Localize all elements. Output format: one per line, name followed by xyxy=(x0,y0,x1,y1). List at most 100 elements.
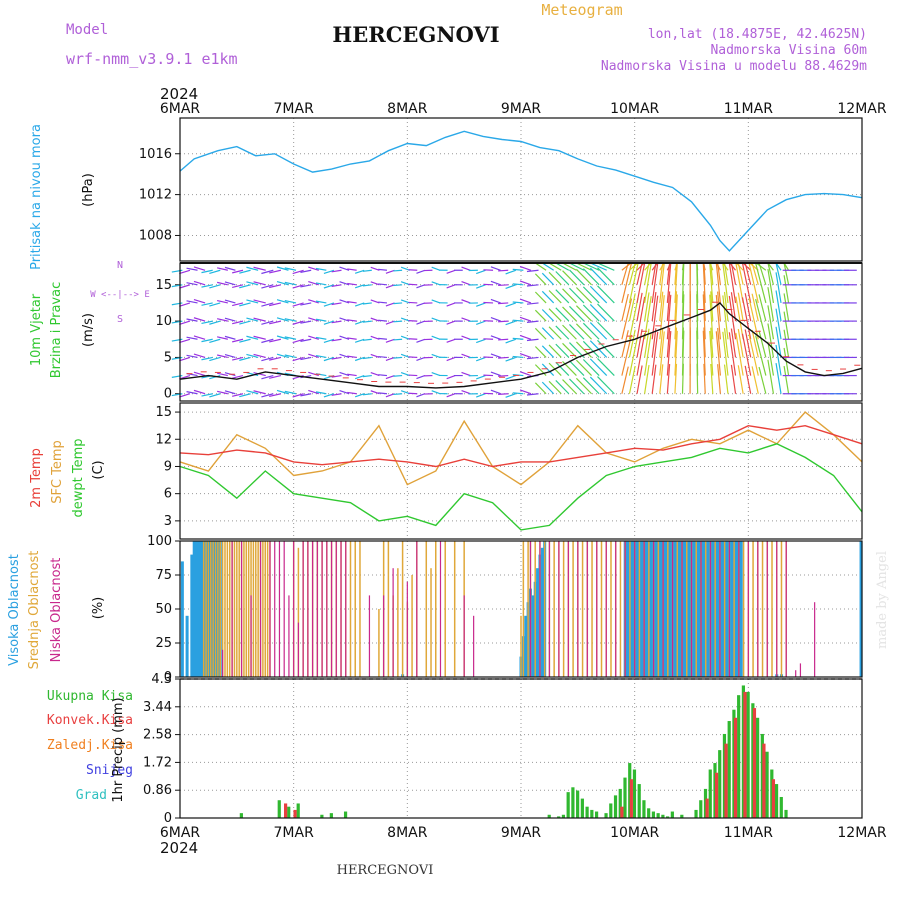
precip-total-bar xyxy=(647,808,650,818)
cloud-bar-mid xyxy=(248,541,250,677)
cloud-bar-mid xyxy=(238,541,240,677)
y-tick-label: 15 xyxy=(155,405,172,420)
cloud-bar-mid xyxy=(257,541,259,677)
cloud-bar-low xyxy=(577,541,578,677)
cloud-bar-low xyxy=(464,595,465,677)
cloud-bar-mid xyxy=(246,541,248,677)
year-bottom: 2024 xyxy=(160,839,198,857)
precip-total-bar xyxy=(765,752,768,818)
y-tick-label: 0.86 xyxy=(143,783,172,798)
cloud-bar-low xyxy=(587,541,588,677)
cloud-bar-mid xyxy=(243,541,245,677)
cloud-bar-low xyxy=(331,541,332,677)
cloud-bar-low xyxy=(336,541,337,677)
cloud-bar-mid xyxy=(620,541,622,677)
wind-barb xyxy=(498,339,508,340)
cloud-bar-mid xyxy=(752,541,754,677)
cloud-bar-mid xyxy=(402,541,404,677)
precip-total-bar xyxy=(240,813,243,818)
cloud-bar-low xyxy=(795,670,796,677)
cloud-bar-high xyxy=(740,541,743,677)
cloud-bar-low xyxy=(260,541,261,677)
model-name: wrf-nmm_v3.9.1 e1km xyxy=(66,50,238,68)
cloud-bar-low xyxy=(274,541,275,677)
precip-conv-bar xyxy=(753,708,756,818)
wind-barb xyxy=(393,357,402,358)
cloud-bar-mid xyxy=(743,541,745,677)
cloud-bar-mid xyxy=(354,541,356,677)
cloud-bar-low xyxy=(383,595,384,677)
y-tick-label: 3 xyxy=(164,514,172,529)
low-cloud-label: Niska Oblacnost xyxy=(49,558,64,663)
compass-south: S xyxy=(117,314,123,325)
cloud-bar-low xyxy=(625,541,626,677)
meteogram-label: Meteogram xyxy=(541,1,622,19)
precip-total-bar xyxy=(581,799,584,818)
wind-barb xyxy=(393,321,402,322)
cloud-bar-mid xyxy=(215,541,217,677)
cloud-bar-low xyxy=(288,595,289,677)
precip-conv-bar xyxy=(706,799,709,818)
cloud-bar-low xyxy=(691,541,692,677)
cloud-bar-low xyxy=(729,541,730,677)
wind-barb xyxy=(393,285,402,286)
cloud-bar-mid xyxy=(388,541,390,677)
cloud-bar-low xyxy=(700,541,701,677)
wind-barb xyxy=(409,321,418,322)
precip-total-bar xyxy=(330,813,333,818)
cloud-bar-mid xyxy=(454,541,456,677)
x-tick-label-top: 11MAR xyxy=(724,101,773,117)
wind-barb xyxy=(393,376,402,377)
wind-barb xyxy=(393,303,402,304)
cloud-bar-low xyxy=(634,541,635,677)
cloud-bar-mid xyxy=(677,541,679,677)
cloud-bar-mid xyxy=(212,541,214,677)
cloud-bar-mid xyxy=(224,541,226,677)
cloud-bar-low xyxy=(393,568,394,677)
precip-total-bar xyxy=(623,778,626,818)
y-tick-label: 12 xyxy=(155,432,172,447)
precip-total-bar xyxy=(728,721,731,818)
cloud-bar-mid xyxy=(227,541,229,677)
x-tick-label-top: 10MAR xyxy=(610,101,659,117)
cloud-bar-low xyxy=(473,616,474,677)
cloud-bar-mid xyxy=(208,541,210,677)
wind-axis-title-b: Brzina i Pravac xyxy=(49,282,64,379)
sfc-temp-label: SFC Temp xyxy=(50,440,65,504)
model-altitude-label: Nadmorska Visina u modelu 88.4629m xyxy=(601,59,867,74)
x-tick-label-bottom: 6MAR xyxy=(160,825,201,841)
x-tick-label-bottom: 9MAR xyxy=(501,825,542,841)
cloud-bar-low xyxy=(748,541,749,677)
cloud-bar-high xyxy=(186,616,189,677)
cloud-bar-low xyxy=(549,541,550,677)
precip-total-bar xyxy=(657,813,660,818)
cloud-bar-mid xyxy=(714,541,716,677)
cloud-bar-mid xyxy=(262,541,264,677)
station-title: HERCEGNOVI xyxy=(332,22,499,47)
wind-barb xyxy=(409,375,418,376)
panel-bg-0 xyxy=(180,118,862,261)
precip-total-bar xyxy=(567,792,570,818)
precip-total-bar xyxy=(652,812,655,818)
cloud-bar-mid xyxy=(444,541,446,677)
precip-conv-bar xyxy=(284,803,287,818)
wind-barb xyxy=(498,394,508,395)
x-tick-label-bottom: 11MAR xyxy=(724,825,773,841)
cloud-bar-low xyxy=(672,541,673,677)
cloud-bar-low xyxy=(222,650,223,677)
cloud-bar-mid xyxy=(210,541,212,677)
precip-unit: 1hr Precip (mm) xyxy=(111,697,126,802)
y-tick-label: 1012 xyxy=(139,188,172,203)
cloud-bar-low xyxy=(662,541,663,677)
precip-conv-bar xyxy=(724,744,727,818)
cloud-bar-low xyxy=(269,541,270,677)
cloud-bar-low xyxy=(757,541,758,677)
precip-total-bar xyxy=(297,803,300,818)
precip-total-bar xyxy=(671,812,674,818)
cloud-bar-mid xyxy=(523,541,525,677)
precip-conv-bar xyxy=(743,692,746,818)
precip-total-bar xyxy=(737,695,740,818)
cloud-bar-mid xyxy=(695,541,697,677)
